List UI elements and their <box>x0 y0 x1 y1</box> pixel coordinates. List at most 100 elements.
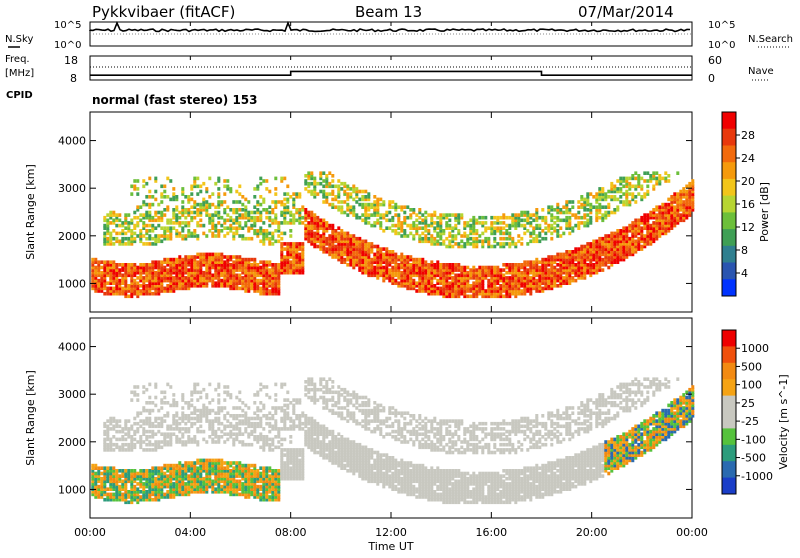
power-cell <box>433 226 436 230</box>
power-cell <box>133 216 136 220</box>
power-cell <box>499 284 502 288</box>
power-cell <box>325 174 328 178</box>
power-cell <box>493 245 496 249</box>
power-cell <box>193 255 196 259</box>
velocity-cell <box>121 480 124 484</box>
power-cell <box>109 232 112 236</box>
power-cell <box>190 211 193 215</box>
power-cell <box>661 177 664 181</box>
velocity-cell <box>241 432 244 436</box>
velocity-cell <box>127 501 130 505</box>
velocity-cell <box>163 396 166 400</box>
power-cell <box>499 242 502 246</box>
power-cell <box>238 208 241 212</box>
power-cell <box>400 271 403 275</box>
power-cell <box>433 221 436 225</box>
power-cell <box>466 266 469 270</box>
velocity-cell <box>193 461 196 465</box>
power-cell <box>295 192 298 196</box>
power-cell <box>481 266 484 270</box>
power-cell <box>127 284 130 288</box>
power-cell <box>232 255 235 259</box>
velocity-cell <box>160 417 163 421</box>
power-cell <box>415 224 418 228</box>
power-cell <box>331 185 334 189</box>
power-cell <box>127 221 130 225</box>
power-cell <box>637 174 640 178</box>
power-cell <box>427 237 430 241</box>
power-cell <box>643 213 646 217</box>
power-cell <box>316 216 319 220</box>
power-cell <box>121 263 124 267</box>
power-cell <box>481 221 484 225</box>
power-cell <box>328 224 331 228</box>
power-cell <box>334 185 337 189</box>
power-cell <box>541 208 544 212</box>
power-cell <box>352 205 355 209</box>
velocity-cell <box>253 393 256 397</box>
power-cell <box>634 240 637 244</box>
power-cell <box>535 208 538 212</box>
power-cell <box>226 232 229 236</box>
power-cell <box>424 211 427 215</box>
power-cell <box>247 258 250 262</box>
power-cell <box>556 229 559 233</box>
power-cell <box>379 247 382 251</box>
power-cell <box>631 174 634 178</box>
power-cell <box>193 229 196 233</box>
velocity-cell <box>247 464 250 468</box>
power-cell <box>589 192 592 196</box>
velocity-cell <box>187 427 190 431</box>
velocity-cell <box>202 459 205 463</box>
velocity-cell <box>160 406 163 410</box>
power-cell <box>148 195 151 199</box>
velocity-cell <box>172 427 175 431</box>
power-cell <box>538 232 541 236</box>
power-cell <box>136 216 139 220</box>
power-cell <box>679 213 682 217</box>
velocity-cell <box>145 388 148 392</box>
velocity-cell <box>259 383 262 387</box>
power-cell <box>406 234 409 238</box>
power-cell <box>643 171 646 175</box>
velocity-cell <box>142 391 145 395</box>
power-cell <box>190 232 193 236</box>
power-cell <box>124 237 127 241</box>
power-cell <box>424 216 427 220</box>
power-cell <box>259 211 262 215</box>
power-cell <box>313 232 316 236</box>
power-cell <box>268 268 271 272</box>
power-cell <box>412 234 415 238</box>
power-cell <box>568 200 571 204</box>
power-cell <box>331 174 334 178</box>
power-cell <box>610 211 613 215</box>
power-cell <box>508 216 511 220</box>
velocity-cell <box>199 409 202 413</box>
velocity-cell <box>226 438 229 442</box>
power-cell <box>655 177 658 181</box>
power-cell <box>199 190 202 194</box>
power-cell <box>337 205 340 209</box>
power-cell <box>220 200 223 204</box>
power-cell <box>409 232 412 236</box>
velocity-cell <box>259 485 262 489</box>
velocity-cell <box>172 393 175 397</box>
velocity-cell <box>163 419 166 423</box>
power-cell <box>121 229 124 233</box>
velocity-cell <box>235 461 238 465</box>
power-cell <box>331 179 334 183</box>
velocity-cell <box>184 461 187 465</box>
power-cell <box>568 208 571 212</box>
power-cell <box>445 263 448 267</box>
power-cell <box>325 237 328 241</box>
power-cell <box>403 205 406 209</box>
velocity-cell <box>256 422 259 426</box>
velocity-cell <box>142 448 145 452</box>
power-cell <box>454 224 457 228</box>
power-cell <box>343 182 346 186</box>
power-cell <box>136 221 139 225</box>
velocity-cell <box>208 409 211 413</box>
power-cell <box>568 216 571 220</box>
power-cell <box>145 211 148 215</box>
power-cell <box>154 260 157 264</box>
